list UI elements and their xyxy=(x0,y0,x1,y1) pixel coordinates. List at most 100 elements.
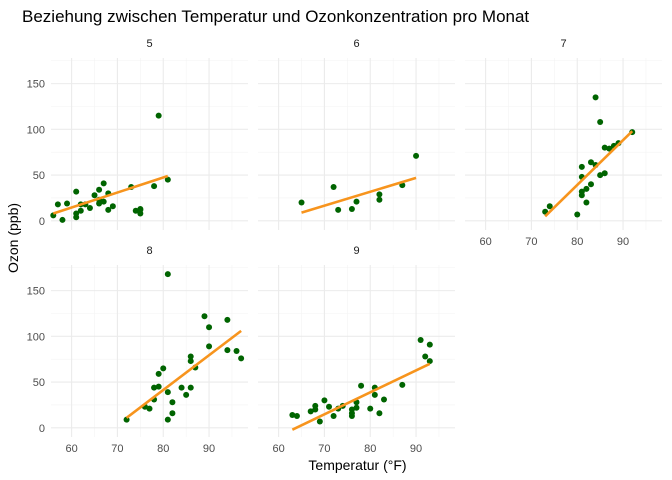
data-point xyxy=(64,200,71,207)
facet-strip-label: 8 xyxy=(146,245,152,257)
x-tick-label: 90 xyxy=(617,236,629,248)
regression-line xyxy=(301,176,417,214)
data-point xyxy=(86,205,93,212)
data-point xyxy=(601,170,608,177)
y-axis-title: Ozon (ppb) xyxy=(5,203,21,273)
data-point xyxy=(206,324,213,331)
x-tick-label: 90 xyxy=(410,443,422,455)
data-point xyxy=(164,416,171,423)
regression-line xyxy=(544,130,634,218)
x-tick-label: 60 xyxy=(479,236,491,248)
data-point xyxy=(100,180,107,187)
chart-title: Beziehung zwischen Temperatur und Ozonko… xyxy=(22,7,529,26)
x-tick-label: 70 xyxy=(318,443,330,455)
data-point xyxy=(601,144,608,151)
data-point xyxy=(574,211,581,218)
facet-strip-label: 9 xyxy=(353,245,359,257)
data-point xyxy=(233,348,240,354)
regression-line xyxy=(291,362,431,431)
data-point xyxy=(201,313,208,320)
data-point xyxy=(238,355,245,362)
data-point xyxy=(183,391,190,398)
y-tick-label: 50 xyxy=(33,170,45,182)
data-point xyxy=(224,347,231,354)
x-tick-label: 80 xyxy=(364,443,376,455)
data-point xyxy=(597,172,604,179)
data-point xyxy=(100,198,107,205)
data-point xyxy=(151,183,158,190)
data-point xyxy=(606,145,613,152)
data-point xyxy=(91,192,98,199)
data-point xyxy=(578,163,585,170)
data-point xyxy=(164,389,171,396)
data-point xyxy=(426,358,433,365)
x-tick-label: 80 xyxy=(571,236,583,248)
data-point xyxy=(376,191,383,198)
data-point xyxy=(169,410,176,417)
y-tick-label: 150 xyxy=(27,79,45,91)
x-tick-label: 80 xyxy=(157,443,169,455)
facet-strip-label: 5 xyxy=(146,38,152,50)
data-point xyxy=(587,181,594,188)
x-tick-label: 90 xyxy=(203,443,215,455)
data-point xyxy=(422,353,429,360)
data-point xyxy=(376,410,383,417)
data-point xyxy=(583,185,590,192)
data-point xyxy=(326,403,333,410)
facet-panel-9: 9 60 70 80 90 xyxy=(258,245,455,455)
data-point xyxy=(146,405,153,412)
data-point xyxy=(583,199,590,206)
y-tick-label: 150 xyxy=(27,286,45,298)
data-point xyxy=(367,405,374,412)
data-point xyxy=(376,196,383,203)
x-tick-label: 70 xyxy=(111,443,123,455)
data-point xyxy=(399,381,406,388)
data-point xyxy=(417,337,424,344)
data-point xyxy=(164,271,171,278)
data-point xyxy=(426,341,433,348)
data-point xyxy=(137,205,144,212)
data-point xyxy=(73,188,80,195)
data-point xyxy=(298,199,305,206)
data-point xyxy=(413,152,420,159)
data-point xyxy=(96,186,103,193)
x-tick-label: 60 xyxy=(272,443,284,455)
data-point xyxy=(54,201,61,208)
data-point xyxy=(371,391,378,398)
data-point xyxy=(59,216,66,223)
facet-panel-7: 7 60 70 80 90 xyxy=(465,38,662,248)
data-point xyxy=(155,370,162,377)
data-point xyxy=(307,408,314,415)
data-point xyxy=(380,396,387,403)
data-point xyxy=(330,412,337,419)
data-point xyxy=(578,188,585,195)
data-point xyxy=(169,399,176,406)
facet-strip-label: 7 xyxy=(560,38,566,50)
data-point xyxy=(151,384,158,391)
data-point xyxy=(592,94,599,101)
data-point xyxy=(160,365,167,372)
y-tick-label: 100 xyxy=(27,331,45,343)
x-axis-title: Temperatur (°F) xyxy=(308,457,406,473)
data-point xyxy=(224,316,231,323)
x-tick-label: 70 xyxy=(525,236,537,248)
data-point xyxy=(105,206,112,213)
data-point xyxy=(335,206,342,213)
data-point xyxy=(187,358,194,365)
data-point xyxy=(289,412,296,419)
data-point xyxy=(316,418,323,425)
data-point xyxy=(348,410,355,417)
y-tick-label: 50 xyxy=(33,377,45,389)
data-point xyxy=(155,383,162,390)
y-tick-label: 0 xyxy=(39,216,45,228)
data-point xyxy=(137,210,144,217)
data-point xyxy=(312,402,319,409)
data-point xyxy=(358,382,365,389)
data-point xyxy=(77,207,84,214)
data-point xyxy=(187,384,194,391)
y-tick-label: 0 xyxy=(39,423,45,435)
regression-line xyxy=(52,174,169,215)
